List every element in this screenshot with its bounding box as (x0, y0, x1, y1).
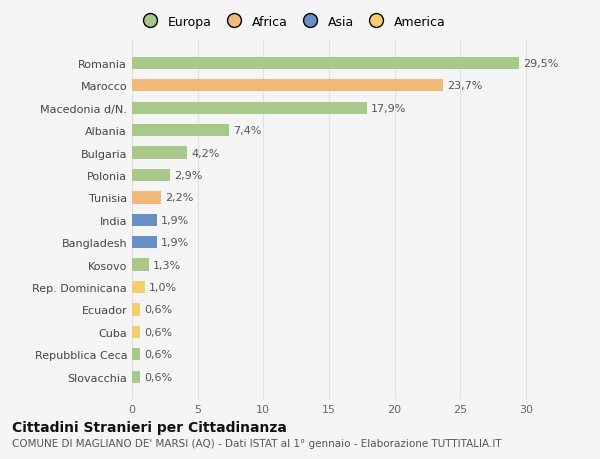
Bar (132, 236, 157, 249)
Text: 23,7%: 23,7% (447, 81, 482, 91)
Text: 0,6%: 0,6% (144, 350, 172, 359)
Text: 2,2%: 2,2% (165, 193, 193, 203)
Text: 7,4%: 7,4% (233, 126, 262, 136)
Text: 0,6%: 0,6% (144, 372, 172, 382)
Text: 17,9%: 17,9% (371, 103, 406, 113)
Text: COMUNE DI MAGLIANO DE' MARSI (AQ) - Dati ISTAT al 1° gennaio - Elaborazione TUTT: COMUNE DI MAGLIANO DE' MARSI (AQ) - Dati… (12, 438, 502, 448)
Bar (132, 371, 140, 383)
Text: Cittadini Stranieri per Cittadinanza: Cittadini Stranieri per Cittadinanza (12, 420, 287, 434)
Bar (132, 57, 519, 70)
Text: 1,9%: 1,9% (161, 238, 189, 248)
Bar (132, 281, 145, 294)
Bar (132, 326, 140, 338)
Text: 1,9%: 1,9% (161, 215, 189, 225)
Bar (132, 192, 161, 204)
Bar (132, 348, 140, 361)
Bar (132, 80, 443, 92)
Text: 4,2%: 4,2% (191, 148, 220, 158)
Bar (132, 125, 229, 137)
Text: 1,3%: 1,3% (153, 260, 181, 270)
Bar (132, 214, 157, 226)
Bar (132, 259, 149, 271)
Bar (132, 169, 170, 182)
Legend: Europa, Africa, Asia, America: Europa, Africa, Asia, America (134, 12, 449, 32)
Text: 1,0%: 1,0% (149, 282, 177, 292)
Text: 0,6%: 0,6% (144, 327, 172, 337)
Bar (132, 102, 367, 115)
Bar (132, 147, 187, 159)
Bar (132, 304, 140, 316)
Text: 0,6%: 0,6% (144, 305, 172, 315)
Text: 29,5%: 29,5% (523, 59, 559, 69)
Text: 2,9%: 2,9% (174, 171, 202, 180)
